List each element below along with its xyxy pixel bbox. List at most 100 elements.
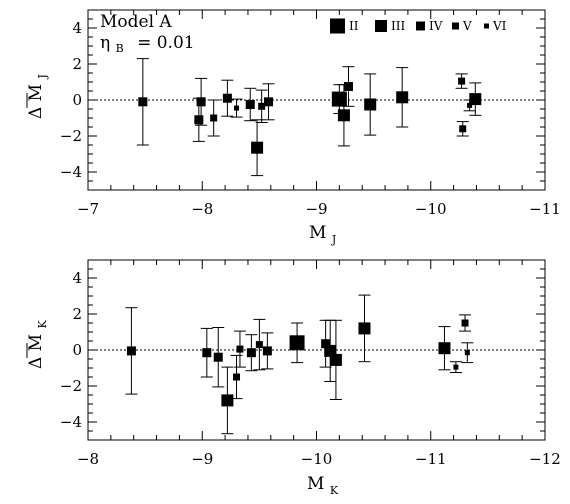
bottom-x-tick-label: −8 — [77, 450, 99, 468]
top-x-axis-title: M J — [309, 223, 336, 246]
bottom-x-axis-title: M K — [307, 474, 339, 497]
bottom-y-axis-prefix: Δ — [26, 357, 46, 369]
data-point — [255, 89, 268, 123]
top-y-axis-title: Δ M J — [26, 74, 49, 119]
eta-symbol: η — [100, 33, 110, 53]
point-marker — [262, 346, 272, 356]
data-point — [449, 361, 462, 373]
data-point — [461, 342, 474, 364]
point-marker — [469, 93, 482, 106]
data-point — [212, 327, 225, 388]
bottom-data-points — [125, 294, 474, 435]
point-marker — [255, 341, 263, 349]
top-ticks — [87, 9, 546, 191]
top-x-axis-main: M — [309, 223, 326, 243]
point-marker — [396, 91, 409, 104]
bottom-y-axis-sub: K — [36, 319, 49, 328]
bottom-panel: −8 −9 −10 −11 −12 −4 −2 0 2 4 M K Δ M K — [26, 259, 561, 497]
bottom-y-tick-label: −4 — [60, 413, 82, 431]
bottom-y-tick-label: 0 — [72, 341, 82, 359]
point-marker — [245, 100, 255, 109]
point-marker — [194, 115, 204, 125]
top-y-tick-label: 2 — [72, 55, 82, 73]
data-point — [364, 73, 377, 136]
top-x-axis-sub: J — [331, 233, 336, 246]
bottom-y-tick-label: −2 — [60, 377, 82, 395]
data-point — [233, 330, 246, 368]
top-y-tick-label: 4 — [72, 19, 82, 37]
point-marker — [196, 97, 206, 107]
top-tick-labels: −7 −8 −9 −10 −11 −4 −2 0 2 4 — [60, 19, 561, 218]
legend-marker — [330, 18, 345, 34]
point-marker — [289, 335, 305, 351]
data-point — [456, 121, 469, 137]
legend-label: IV — [429, 19, 443, 33]
top-y-axis-sub: J — [36, 74, 49, 79]
data-point — [469, 82, 482, 116]
top-y-axis-prefix: Δ — [26, 107, 46, 119]
top-y-tick-label: −2 — [60, 127, 82, 145]
point-marker — [458, 77, 466, 85]
data-point — [245, 334, 258, 372]
data-point — [261, 332, 274, 370]
point-marker — [210, 114, 218, 122]
legend-label: III — [391, 19, 405, 33]
data-point — [262, 83, 275, 121]
data-point — [342, 66, 355, 107]
legend-marker — [484, 23, 489, 29]
point-marker — [236, 345, 244, 353]
point-marker — [233, 373, 241, 381]
bottom-x-tick-label: −11 — [415, 450, 447, 468]
data-point — [438, 326, 451, 371]
data-point — [200, 327, 213, 378]
bottom-y-axis-text: Δ M K — [26, 319, 49, 369]
legend-marker — [375, 20, 387, 32]
point-marker — [461, 319, 469, 327]
data-point — [358, 294, 371, 363]
data-point — [459, 314, 472, 332]
point-marker — [358, 322, 371, 335]
top-y-axis-text: Δ M J — [26, 74, 49, 119]
eta-subscript: B — [116, 42, 124, 55]
top-data-points — [136, 58, 482, 177]
bottom-y-tick-label: 4 — [72, 269, 82, 287]
point-marker — [467, 102, 473, 108]
data-point — [230, 98, 243, 118]
bottom-x-tick-label: −10 — [301, 450, 333, 468]
legend-label: V — [462, 19, 472, 33]
top-y-axis-main: M — [26, 84, 46, 101]
point-marker — [337, 109, 350, 122]
point-marker — [246, 348, 256, 358]
point-marker — [258, 102, 266, 110]
point-marker — [364, 98, 377, 111]
point-marker — [453, 364, 459, 370]
data-point — [329, 319, 342, 400]
point-marker — [321, 339, 331, 349]
point-marker — [222, 93, 232, 103]
top-panel: −7 −8 −9 −10 −11 −4 −2 0 2 4 Model A η B = 0.01 I… — [26, 9, 561, 246]
data-point — [244, 87, 257, 122]
legend-marker — [416, 21, 425, 31]
legend: II III IV V VI — [330, 18, 507, 34]
point-marker — [213, 352, 223, 362]
point-marker — [138, 97, 148, 107]
legend-label: II — [349, 19, 359, 33]
data-point — [221, 79, 234, 117]
top-y-tick-label: 0 — [72, 91, 82, 109]
bottom-x-tick-label: −9 — [191, 450, 213, 468]
bottom-x-tick-label: −12 — [529, 450, 561, 468]
data-point — [396, 67, 409, 128]
bottom-tick-labels: −8 −9 −10 −11 −12 −4 −2 0 2 4 — [60, 269, 561, 468]
point-marker — [343, 82, 353, 91]
data-point — [253, 318, 266, 371]
data-point — [125, 307, 138, 395]
bottom-y-axis-title: Δ M K — [26, 319, 49, 369]
data-point — [455, 73, 468, 89]
legend-marker — [452, 22, 459, 30]
point-marker — [264, 97, 274, 107]
top-x-tick-label: −8 — [191, 200, 213, 218]
data-point — [251, 119, 264, 177]
point-marker — [234, 105, 240, 111]
bottom-y-axis-main: M — [26, 334, 46, 351]
